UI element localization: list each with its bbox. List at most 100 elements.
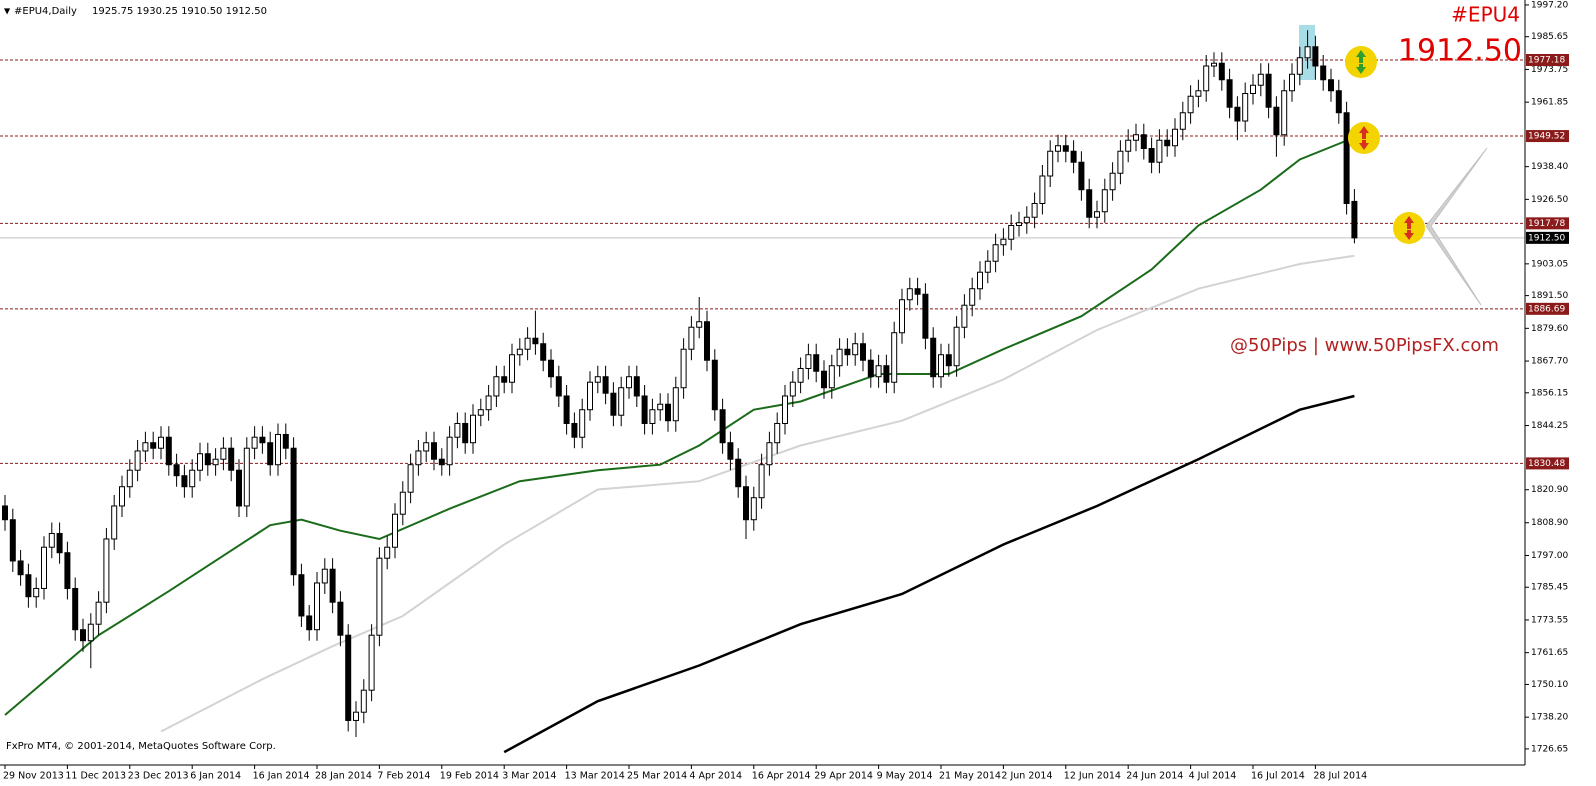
moving-average: [503, 394, 1355, 754]
candle-body: [314, 582, 320, 631]
header-arrow: ▼: [4, 7, 11, 16]
candle-body: [142, 442, 149, 452]
candle-body: [204, 453, 211, 466]
level-label: 1917.78: [1528, 219, 1565, 229]
candle-body: [610, 392, 617, 416]
candle-body: [813, 354, 820, 372]
y-tick-label: 1891.50: [1531, 291, 1568, 301]
candle-body: [992, 244, 999, 262]
candle-body: [1156, 139, 1163, 163]
candle-body: [680, 348, 687, 389]
candle-body: [875, 365, 882, 378]
candle-body: [2, 505, 8, 521]
candle-body: [516, 348, 523, 356]
candle-body: [891, 332, 898, 383]
candle-body: [727, 442, 734, 460]
y-tick-label: 1961.85: [1531, 98, 1568, 108]
candle-body: [1250, 84, 1256, 94]
candle-body: [56, 532, 63, 554]
candle-body: [220, 447, 227, 460]
price-box: [1526, 231, 1569, 244]
candle-body: [969, 288, 976, 306]
candle-body: [181, 475, 188, 488]
y-tick-label: 1820.90: [1531, 485, 1568, 495]
y-tick-label: 1797.00: [1531, 551, 1568, 561]
candle-body: [930, 337, 937, 378]
candle-body: [633, 376, 640, 397]
candle-body: [251, 436, 258, 449]
candle-body: [306, 615, 313, 631]
candle-body: [119, 486, 125, 507]
x-tick-label: 21 May 2014: [939, 771, 1001, 782]
candle-body: [337, 601, 344, 636]
candle-body: [1281, 90, 1288, 136]
x-tick-label: 11 Dec 2013: [65, 771, 126, 782]
plot-area: [0, 30, 1525, 754]
candle-body: [407, 464, 414, 493]
candle-body: [236, 469, 242, 507]
candle-body: [1164, 139, 1171, 147]
candle-body: [485, 395, 492, 411]
candle-body: [735, 458, 742, 488]
candle-body: [454, 422, 461, 438]
candle-body: [945, 354, 952, 367]
candle-body: [1109, 172, 1116, 191]
candle-body: [1148, 147, 1155, 163]
candle-body: [836, 348, 843, 367]
candle-body: [906, 288, 913, 301]
candle-body: [197, 453, 203, 471]
y-tick-label: 1738.20: [1531, 713, 1568, 723]
candle-body: [805, 354, 812, 369]
candle-body: [548, 359, 554, 378]
candle-body: [602, 376, 609, 394]
y-tick-label: 1750.10: [1531, 680, 1568, 690]
candle-body: [1304, 46, 1311, 59]
candle-body: [579, 409, 586, 438]
candle-body: [1023, 216, 1030, 224]
candle-body: [282, 433, 289, 449]
candle-body: [743, 486, 749, 521]
candle-body: [844, 348, 851, 356]
candle-body: [446, 436, 453, 466]
candle-body: [1133, 134, 1139, 141]
y-tick-label: 1926.50: [1531, 195, 1568, 205]
candle-body: [41, 546, 47, 589]
candle-body: [587, 381, 593, 411]
candle-body: [376, 557, 383, 636]
candle-body: [1312, 46, 1319, 67]
candle-body: [953, 326, 960, 367]
x-tick-label: 19 Feb 2014: [440, 771, 499, 782]
candle-body: [1218, 62, 1225, 81]
x-tick-label: 13 Mar 2014: [565, 771, 625, 782]
candle-body: [1195, 90, 1202, 97]
candle-body: [72, 587, 79, 631]
candle-body: [243, 447, 250, 507]
candle-body: [977, 271, 983, 290]
x-tick-label: 23 Dec 2013: [128, 771, 189, 782]
candle-body: [1008, 224, 1015, 240]
x-tick-label: 12 Jun 2014: [1064, 771, 1121, 782]
candle-body: [774, 422, 781, 444]
candle-body: [758, 464, 765, 499]
signal-icon: [1404, 216, 1414, 240]
x-tick-label: 16 Jul 2014: [1251, 771, 1305, 782]
candle-body: [665, 403, 671, 422]
candle-body: [532, 337, 539, 345]
candle-body: [48, 532, 55, 548]
candle-body: [189, 469, 196, 488]
candle-body: [626, 376, 632, 389]
candle-body: [571, 422, 578, 438]
x-tick-label: 4 Jul 2014: [1189, 771, 1237, 782]
y-tick-label: 1761.65: [1531, 648, 1568, 658]
candle-body: [126, 469, 133, 488]
candle-body: [938, 354, 944, 378]
x-tick-label: 9 May 2014: [877, 771, 933, 782]
candle-body: [95, 601, 102, 625]
y-tick-label: 1985.65: [1531, 32, 1568, 42]
candle-body: [852, 343, 859, 356]
candle-body: [509, 354, 515, 383]
y-tick-label: 1785.45: [1531, 583, 1568, 593]
candle-body: [212, 458, 219, 466]
x-tick-label: 2 Jun 2014: [1001, 771, 1052, 782]
candle-body: [462, 422, 469, 444]
